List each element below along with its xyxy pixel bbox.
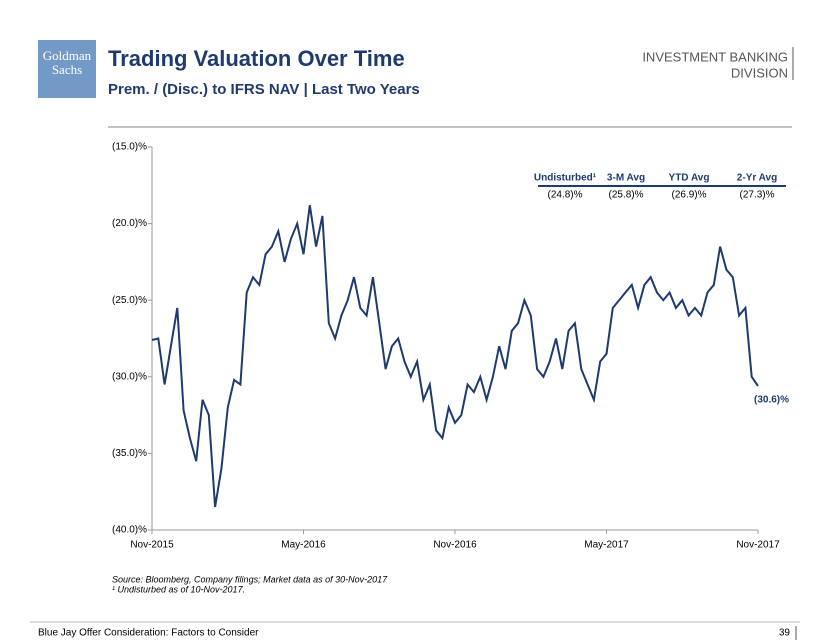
division: DIVISION <box>731 65 788 80</box>
note: ¹ Undisturbed as of 10-Nov-2017. <box>112 584 245 594</box>
x-tick-label: Nov-2016 <box>433 540 477 551</box>
table-header: 3-M Avg <box>607 173 645 184</box>
y-tick-label: (40.0)% <box>112 525 147 536</box>
table-header: 2-Yr Avg <box>737 173 777 184</box>
logo-box <box>38 40 96 98</box>
y-tick-label: (25.0)% <box>112 295 147 306</box>
note: Source: Bloomberg, Company filings; Mark… <box>112 574 388 584</box>
table-header: YTD Avg <box>669 173 710 184</box>
x-tick-label: May-2017 <box>584 540 629 551</box>
table-cell: (26.9)% <box>671 190 706 201</box>
table-cell: (24.8)% <box>547 190 582 201</box>
table-header: Undisturbed¹ <box>534 173 597 184</box>
table-cell: (25.8)% <box>608 190 643 201</box>
footer-text: Blue Jay Offer Consideration: Factors to… <box>38 628 259 639</box>
logo-text: Sachs <box>52 62 82 77</box>
y-tick-label: (15.0)% <box>112 142 147 153</box>
logo-text: Goldman <box>43 48 92 63</box>
x-tick-label: Nov-2017 <box>736 540 780 551</box>
page-number: 39 <box>779 628 791 639</box>
y-tick-label: (35.0)% <box>112 448 147 459</box>
subtitle: Prem. / (Disc.) to IFRS NAV | Last Two Y… <box>108 81 420 98</box>
y-tick-label: (20.0)% <box>112 218 147 229</box>
x-tick-label: Nov-2015 <box>130 540 174 551</box>
line-series <box>151 205 759 508</box>
table-cell: (27.3)% <box>739 190 774 201</box>
end-label: (30.6)% <box>754 395 789 406</box>
y-tick-label: (30.0)% <box>112 371 147 382</box>
title: Trading Valuation Over Time <box>108 46 405 71</box>
x-tick-label: May-2016 <box>281 540 326 551</box>
division: INVESTMENT BANKING <box>642 49 788 64</box>
